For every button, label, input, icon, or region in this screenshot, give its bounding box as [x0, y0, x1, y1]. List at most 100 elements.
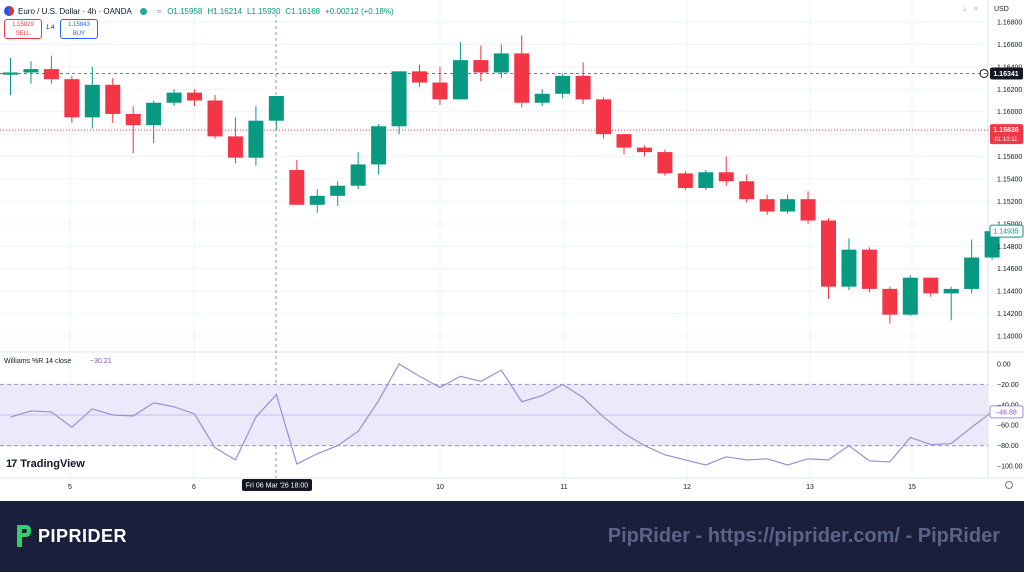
buy-label: BUY	[72, 31, 86, 37]
candle-body	[943, 288, 959, 294]
candle	[616, 134, 632, 155]
symbol-title[interactable]: Euro / U.S. Dollar · 4h · OANDA	[18, 6, 132, 16]
tradingview-icon: 17	[6, 458, 17, 470]
candle-body	[146, 102, 162, 126]
open-value: O1.15958	[167, 6, 203, 16]
current-price-label: 1.14935	[993, 229, 1018, 236]
candles	[3, 35, 1000, 324]
indicator-tick-label: −60.00	[997, 423, 1019, 430]
candle-body	[473, 60, 489, 73]
candle-body	[534, 93, 550, 103]
candle	[493, 44, 509, 79]
indicator-value: −30.21	[90, 358, 112, 365]
price-tick-label: 1.15400	[997, 177, 1022, 184]
price-tick-label: 1.16200	[997, 87, 1022, 94]
sell-label: SELL	[15, 31, 31, 37]
tradingview-logo-text: TradingView	[20, 458, 85, 470]
price-tick-label: 1.14000	[997, 334, 1022, 341]
last-price-label: 1.16341	[993, 71, 1018, 78]
time-tick-label: 13	[806, 484, 814, 491]
candle-body	[452, 60, 468, 100]
time-tick-label: 11	[560, 484, 567, 491]
candle-body	[125, 113, 141, 126]
candle-body	[575, 75, 591, 100]
candle-body	[555, 75, 571, 94]
wr-value-label-bg	[989, 405, 1024, 419]
candle	[534, 89, 550, 107]
candle	[391, 71, 407, 135]
candle	[268, 96, 284, 130]
time-tick-label: 10	[436, 484, 444, 491]
price-chart[interactable]: 1.168001.166001.164001.162001.160001.158…	[0, 0, 1024, 501]
candle	[780, 194, 796, 214]
candle	[452, 42, 468, 100]
grid	[0, 0, 1024, 479]
piprider-icon	[17, 525, 31, 547]
candle	[412, 64, 427, 88]
candle-body	[677, 173, 693, 188]
price-tick-label: 1.14200	[997, 311, 1022, 318]
candle-body	[187, 92, 203, 101]
candle-body	[412, 71, 427, 83]
bid-price-label-bg	[990, 124, 1023, 145]
brand-name: PIPRIDER	[38, 525, 128, 546]
candle	[248, 106, 264, 166]
menu-icon[interactable]: ≡	[973, 6, 978, 13]
candle	[227, 117, 243, 164]
candle-body	[514, 53, 530, 103]
symbol-header: Euro / U.S. Dollar · 4h · OANDA ≈ O1.159…	[4, 3, 399, 19]
price-tick-label: 1.14600	[997, 266, 1022, 273]
last-price-label-bg	[990, 67, 1023, 80]
spread-value: 1.4	[46, 25, 55, 31]
download-icon[interactable]: ⇣	[962, 6, 968, 13]
candle	[575, 62, 591, 104]
candle	[759, 194, 775, 215]
candle-body	[3, 72, 18, 75]
sell-button[interactable]: 1.15829 SELL	[4, 19, 42, 39]
candle-body	[371, 126, 387, 165]
change-value: +0.00212 (+0.18%)	[325, 6, 394, 16]
indicator-tick-label: −20.00	[997, 382, 1019, 389]
candle	[330, 181, 346, 206]
time-tick-label: 15	[908, 484, 916, 491]
candle-body	[780, 199, 796, 212]
toolbar-icons: ⇣ ≡	[962, 5, 978, 13]
candle	[23, 61, 39, 84]
candle-body	[902, 277, 918, 315]
price-tick-label: 1.14400	[997, 289, 1022, 296]
candle	[821, 218, 836, 299]
high-value: H1.16214	[207, 6, 243, 16]
candle-body	[698, 172, 714, 188]
price-tick-label: 1.15200	[997, 199, 1022, 206]
candle-body	[718, 172, 734, 182]
tradingview-logo: 17 TradingView	[6, 458, 85, 470]
candle	[514, 35, 530, 108]
candle	[473, 45, 489, 82]
target-icon	[979, 68, 989, 78]
price-tick-label: 1.14800	[997, 244, 1022, 251]
buy-button[interactable]: 1.15843 BUY	[60, 19, 98, 39]
chart-area[interactable]: 1.168001.166001.164001.162001.160001.158…	[0, 0, 1024, 501]
candle	[657, 149, 673, 176]
candle	[902, 275, 918, 316]
candle-body	[289, 170, 305, 205]
candle-body	[861, 249, 877, 289]
compare-icon[interactable]: ≈	[156, 6, 162, 16]
candle	[207, 94, 223, 139]
candle-body	[800, 199, 816, 221]
candle	[350, 152, 366, 190]
currency-label[interactable]: USD	[994, 6, 1009, 13]
candle-body	[248, 120, 264, 158]
candle-body	[391, 71, 407, 127]
candle-body	[105, 84, 121, 114]
williams-r-line	[10, 363, 993, 466]
time-tick-label: 12	[683, 484, 691, 491]
candle	[555, 73, 571, 99]
candle	[923, 277, 939, 297]
candle	[964, 239, 980, 294]
candle-body	[330, 185, 346, 196]
indicator-tick-label: −100.00	[997, 464, 1023, 471]
candle-body	[739, 181, 755, 200]
candle-body	[207, 100, 223, 137]
candle-body	[882, 288, 898, 315]
